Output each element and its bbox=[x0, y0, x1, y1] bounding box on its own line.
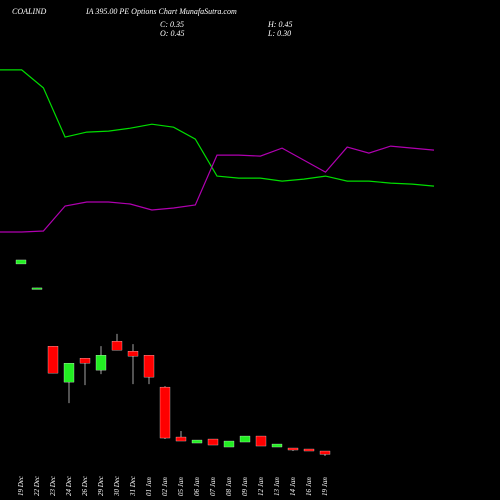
x-tick-label: 07 Jan bbox=[209, 477, 217, 496]
candle-body bbox=[127, 351, 139, 357]
candle-body bbox=[303, 448, 315, 452]
x-tick-label: 26 Dec bbox=[81, 475, 89, 496]
candle-body bbox=[223, 440, 235, 448]
x-tick-label: 29 Dec bbox=[97, 475, 105, 496]
candle-body bbox=[255, 435, 267, 447]
candle-body bbox=[47, 346, 59, 374]
candle-body bbox=[271, 443, 283, 448]
subtitle: IA 395.00 PE Options Chart MunafaSutra.c… bbox=[85, 7, 237, 16]
x-tick-label: 14 Jan bbox=[289, 477, 297, 496]
x-tick-label: 12 Jan bbox=[257, 477, 265, 496]
ohlc-label: H: 0.45 bbox=[267, 20, 292, 29]
x-tick-label: 09 Jan bbox=[241, 477, 249, 496]
candle-body bbox=[207, 438, 219, 446]
candle-body bbox=[175, 436, 187, 442]
x-tick-label: 06 Jan bbox=[193, 477, 201, 496]
candle-body bbox=[143, 355, 155, 378]
x-tick-label: 19 Dec bbox=[17, 475, 25, 496]
x-tick-label: 13 Jan bbox=[273, 477, 281, 496]
x-tick-label: 30 Dec bbox=[113, 475, 121, 497]
candle-body bbox=[159, 386, 171, 439]
x-tick-label: 01 Jan bbox=[145, 477, 153, 496]
indicator-line bbox=[0, 145, 435, 233]
symbol: COALIND bbox=[12, 7, 46, 16]
x-tick-label: 02 Jan bbox=[161, 477, 169, 496]
indicator-line bbox=[0, 69, 435, 187]
x-tick-label: 23 Dec bbox=[49, 475, 57, 496]
x-tick-label: 22 Dec bbox=[33, 475, 41, 496]
x-tick-label: 24 Dec bbox=[65, 475, 73, 496]
ohlc-label: O: 0.45 bbox=[160, 29, 184, 38]
candle-body bbox=[95, 355, 107, 371]
x-tick-label: 19 Jan bbox=[321, 477, 329, 496]
x-tick-label: 08 Jan bbox=[225, 477, 233, 496]
candle-body bbox=[15, 259, 27, 265]
x-tick-label: 31 Dec bbox=[129, 475, 137, 497]
candle-body bbox=[287, 447, 299, 451]
candle-body bbox=[31, 287, 43, 290]
ohlc-label: C: 0.35 bbox=[160, 20, 184, 29]
candle-body bbox=[191, 439, 203, 444]
x-tick-label: 16 Jan bbox=[305, 477, 313, 496]
ohlc-label: L: 0.30 bbox=[267, 29, 291, 38]
candle-body bbox=[319, 450, 331, 455]
candle-body bbox=[111, 341, 123, 351]
candle-body bbox=[79, 358, 91, 364]
x-tick-label: 05 Jan bbox=[177, 477, 185, 496]
candle-body bbox=[63, 362, 75, 383]
candle-body bbox=[239, 435, 251, 443]
